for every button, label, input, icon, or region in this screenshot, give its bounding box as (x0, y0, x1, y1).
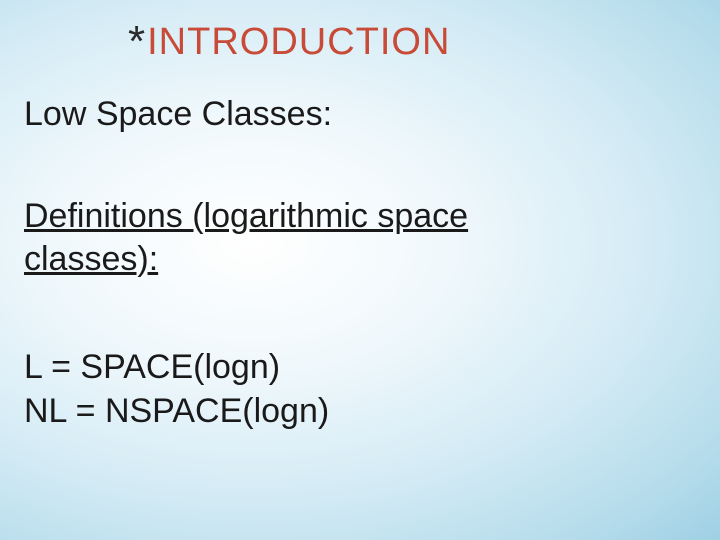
formula-line-2: NL = NSPACE(logn) (24, 389, 329, 433)
definitions-line-1: Definitions (logarithmic space (24, 195, 468, 238)
definitions-line-2: classes): (24, 238, 468, 281)
slide-title: INTRODUCTION (147, 21, 450, 64)
formula-line-1: L = SPACE(logn) (24, 345, 329, 389)
formula-block: L = SPACE(logn) NL = NSPACE(logn) (24, 345, 329, 433)
slide-title-row: * INTRODUCTION (128, 20, 450, 64)
subtitle-text: Low Space Classes: (24, 95, 332, 134)
definitions-heading: Definitions (logarithmic space classes): (24, 195, 468, 280)
title-bullet: * (128, 20, 145, 64)
